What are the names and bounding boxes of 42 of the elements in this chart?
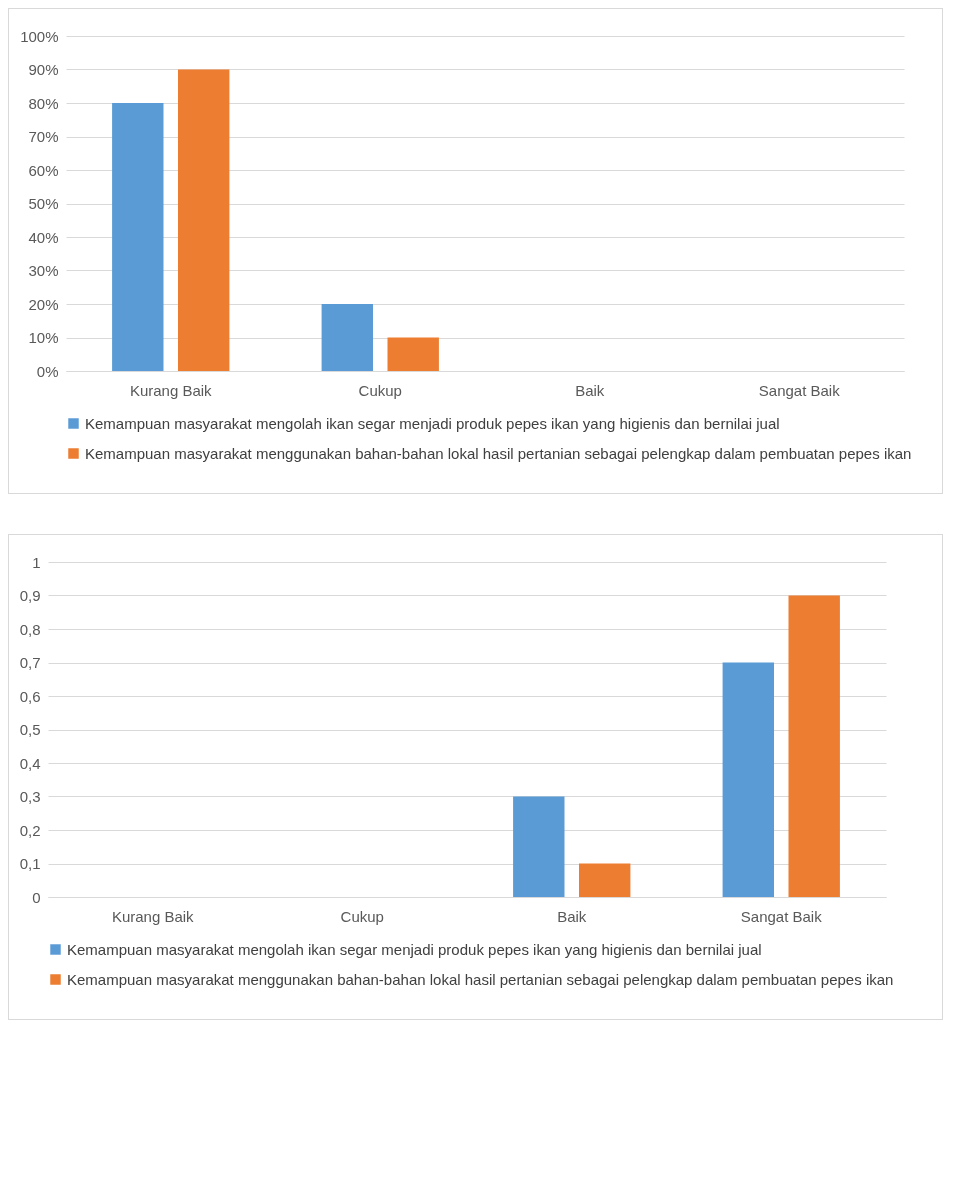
y-tick-label: 70% (28, 128, 59, 145)
x-tick-label: Sangat Baik (758, 381, 841, 399)
x-tick-label: Cukup (358, 381, 402, 399)
y-tick-label: 0,2 (19, 821, 41, 839)
bar (321, 304, 373, 371)
y-tick-label: 0,8 (19, 620, 41, 638)
legend-label: Kemampuan masyarakat menggunakan bahan-bahan lokal hasil pertanian sebagai pelengkap dalam pembuatan pepes ikan (85, 444, 912, 462)
y-tick-label: 0,1 (19, 855, 41, 872)
y-tick-label: 100% (20, 27, 59, 45)
y-tick-label: 0,7 (19, 654, 41, 671)
y-tick-label: 40% (28, 228, 59, 246)
y-tick-label: 0% (36, 362, 59, 380)
legend-label: Kemampuan masyarakat menggunakan bahan-bahan lokal hasil pertanian sebagai pelengkap dalam pembuatan pepes ikan (67, 970, 894, 988)
y-tick-label: 0,3 (19, 788, 41, 805)
legend-label: Kemampuan masyarakat mengolah ikan segar menjadi produk pepes ikan yang higienis dan bernilai jual (85, 414, 780, 432)
legend-label: Kemampuan masyarakat mengolah ikan segar menjadi produk pepes ikan yang higienis dan bernilai jual (67, 940, 762, 958)
y-tick-label: 0,5 (19, 721, 41, 738)
y-tick-label: 30% (28, 262, 59, 279)
x-tick-label: Kurang Baik (129, 381, 213, 399)
y-tick-label: 10% (28, 329, 59, 346)
x-tick-label: Baik (575, 381, 605, 399)
bar (579, 863, 631, 897)
x-tick-label: Cukup (340, 907, 384, 925)
x-tick-label: Baik (557, 907, 587, 925)
y-tick-label: 0,4 (19, 754, 41, 772)
y-tick-label: 0 (32, 888, 41, 906)
y-tick-label: 20% (28, 295, 59, 313)
bar (513, 796, 565, 897)
bar (722, 662, 774, 897)
y-tick-label: 0,6 (19, 687, 41, 705)
x-tick-label: Kurang Baik (111, 907, 195, 925)
y-tick-label: 60% (28, 161, 59, 179)
y-tick-label: 1 (32, 553, 41, 571)
y-tick-label: 50% (28, 195, 59, 212)
bar (112, 103, 164, 371)
bar (387, 337, 439, 371)
bar (788, 595, 840, 897)
y-tick-label: 90% (28, 61, 59, 78)
bar (178, 69, 230, 371)
y-tick-label: 80% (28, 94, 59, 112)
y-tick-label: 0,9 (19, 587, 41, 604)
x-tick-label: Sangat Baik (740, 907, 823, 925)
